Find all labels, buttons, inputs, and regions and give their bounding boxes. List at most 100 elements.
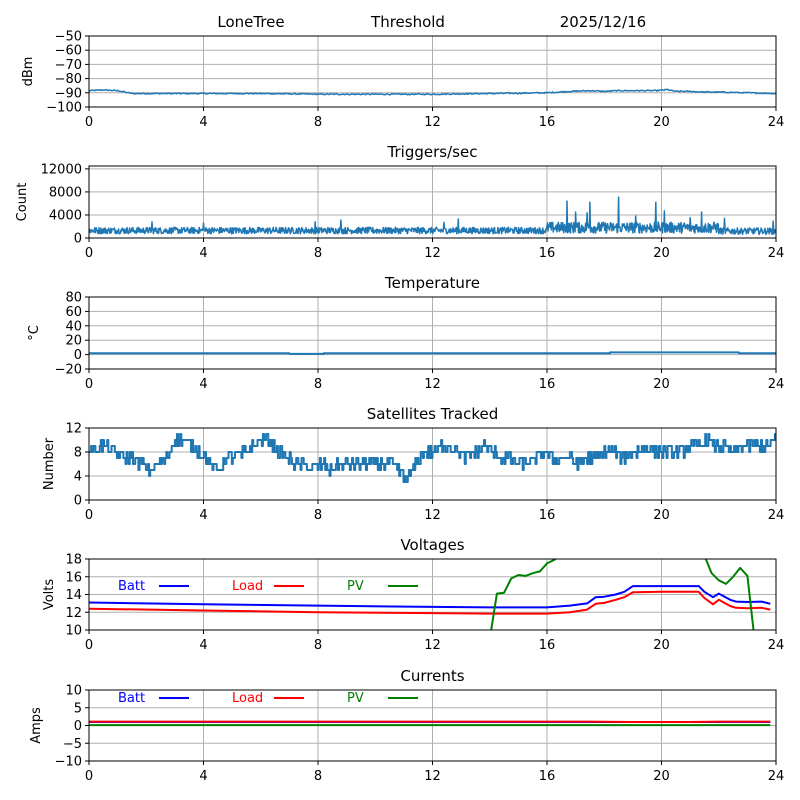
panel-satellites: 0 4 8 12 16 20 24 0 4 8 12 Number Satellites Tracked <box>42 405 784 523</box>
y-tick-label: 8 <box>74 446 82 461</box>
x-tick-label: 4 <box>199 246 207 261</box>
y-axis-label: dBm <box>21 57 36 87</box>
y-tick-label: 12 <box>65 606 82 621</box>
chart-title: Currents <box>400 667 464 685</box>
chart-title: Voltages <box>400 536 464 554</box>
y-tick-label: 16 <box>65 570 82 585</box>
y-tick-label: −100 <box>46 101 82 116</box>
x-tick-label: 24 <box>768 115 785 130</box>
x-tick-label: 8 <box>314 508 322 523</box>
y-tick-label: −60 <box>55 44 82 59</box>
x-tick-label: 0 <box>85 638 93 653</box>
y-tick-label: −50 <box>55 30 82 45</box>
y-tick-label: 80 <box>65 291 82 306</box>
chart-title: Triggers/sec <box>387 143 478 161</box>
y-tick-label: 12 <box>65 422 82 437</box>
series-line-temperature-temperature <box>89 351 776 355</box>
x-tick-label: 4 <box>199 508 207 523</box>
series-line-voltages-load <box>89 590 771 615</box>
y-tick-label: 4 <box>74 470 82 485</box>
y-tick-label: −90 <box>55 86 82 101</box>
series-line-voltages-pv <box>490 559 755 630</box>
x-tick-label: 24 <box>768 638 785 653</box>
chart-title: Satellites Tracked <box>367 405 498 423</box>
header-station: LoneTree <box>217 13 284 31</box>
x-tick-label: 8 <box>314 377 322 392</box>
y-tick-label: 60 <box>65 305 82 320</box>
x-tick-label: 4 <box>199 769 207 784</box>
series-line-signal-signal <box>89 88 776 96</box>
panel-signal: 0 4 8 12 16 20 24 −100−90−80−70−60−50 dBm <box>21 30 784 131</box>
panel-voltages: 0 4 8 12 16 20 24 10 12 14 16 18 Volts Voltages Batt Lo… <box>42 536 784 653</box>
x-tick-label: 16 <box>539 115 556 130</box>
legend-label-load: Load <box>232 691 263 706</box>
y-tick-label: 0 <box>74 232 82 247</box>
x-tick-label: 0 <box>85 377 93 392</box>
y-tick-label: −70 <box>55 58 82 73</box>
x-tick-label: 20 <box>653 246 670 261</box>
x-tick-label: 24 <box>768 769 785 784</box>
y-tick-label: −10 <box>55 755 82 770</box>
y-axis-label: Count <box>15 183 30 222</box>
x-tick-label: 20 <box>653 377 670 392</box>
x-tick-label: 20 <box>653 638 670 653</box>
x-tick-label: 0 <box>85 508 93 523</box>
y-tick-label: 40 <box>65 319 82 334</box>
legend-label-batt: Batt <box>118 579 145 594</box>
y-tick-label: 8000 <box>49 185 82 200</box>
x-tick-label: 24 <box>768 508 785 523</box>
x-tick-label: 24 <box>768 246 785 261</box>
y-tick-label: 10 <box>65 624 82 639</box>
x-tick-label: 8 <box>314 115 322 130</box>
y-tick-label: 4000 <box>49 208 82 223</box>
x-tick-label: 4 <box>199 638 207 653</box>
y-axis-label: Number <box>42 437 57 490</box>
legend-label-pv: PV <box>347 691 364 706</box>
y-tick-label: 12000 <box>41 162 82 177</box>
x-tick-label: 4 <box>199 115 207 130</box>
x-tick-label: 8 <box>314 638 322 653</box>
legend-label-load: Load <box>232 579 263 594</box>
series-line-triggers-triggers <box>89 196 776 236</box>
x-tick-label: 12 <box>424 508 441 523</box>
x-tick-label: 20 <box>653 115 670 130</box>
y-tick-label: 14 <box>65 588 82 603</box>
y-tick-label: 20 <box>65 334 82 349</box>
y-tick-label: −80 <box>55 72 82 87</box>
y-tick-label: 10 <box>65 684 82 699</box>
x-tick-label: 0 <box>85 769 93 784</box>
y-axis-label: °C <box>27 325 42 341</box>
x-tick-label: 0 <box>85 115 93 130</box>
header-mode: Threshold <box>370 13 445 31</box>
x-tick-label: 16 <box>539 377 556 392</box>
chart-title: Temperature <box>384 274 480 292</box>
y-axis-label: Volts <box>42 579 57 611</box>
y-tick-label: 18 <box>65 553 82 568</box>
legend-label-batt: Batt <box>118 691 145 706</box>
x-tick-label: 16 <box>539 246 556 261</box>
x-tick-label: 20 <box>653 769 670 784</box>
y-tick-label: 0 <box>74 348 82 363</box>
y-tick-label: 0 <box>74 719 82 734</box>
panel-currents: 0 4 8 12 16 20 24 −10 −5 0 5 10 Amps Currents Batt Load… <box>29 667 784 784</box>
series-line-voltages-batt <box>89 585 771 609</box>
panel-triggers: 0 4 8 12 16 20 24 0 4000 8000 12000 Count Triggers/s… <box>15 143 784 261</box>
header-date: 2025/12/16 <box>560 13 646 31</box>
x-tick-label: 12 <box>424 246 441 261</box>
x-tick-label: 24 <box>768 377 785 392</box>
y-tick-label: 5 <box>74 701 82 716</box>
series-line-satellites-satellites <box>89 433 776 483</box>
x-tick-label: 4 <box>199 377 207 392</box>
y-tick-label: −20 <box>55 363 82 378</box>
x-tick-label: 12 <box>424 377 441 392</box>
y-axis-label: Amps <box>29 707 44 744</box>
x-tick-label: 12 <box>424 638 441 653</box>
x-tick-label: 20 <box>653 508 670 523</box>
legend-label-pv: PV <box>347 579 364 594</box>
x-tick-label: 12 <box>424 115 441 130</box>
x-tick-label: 16 <box>539 508 556 523</box>
x-tick-label: 16 <box>539 769 556 784</box>
x-tick-label: 8 <box>314 246 322 261</box>
